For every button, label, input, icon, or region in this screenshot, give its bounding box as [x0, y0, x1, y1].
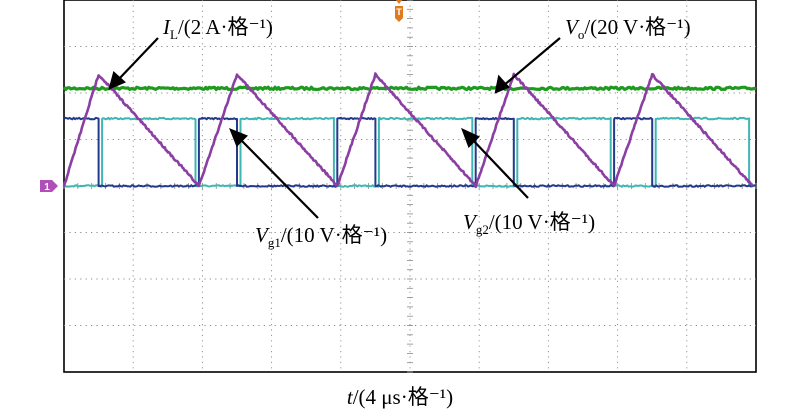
ground-label: 1	[44, 182, 50, 193]
trace-i-l	[62, 72, 754, 189]
trace-v-o	[62, 85, 757, 92]
trace-v-g2	[63, 116, 757, 188]
x-axis-label: t/(4 μs·格⁻¹)	[347, 385, 453, 409]
label-vg1: Vg1/(10 V·格⁻¹)	[255, 223, 387, 250]
series-labels: IL/(2 A·格⁻¹) Vo/(20 V·格⁻¹) Vg1/(10 V·格⁻¹…	[162, 15, 691, 250]
trigger-marker: T	[395, 0, 403, 22]
waveform-traces	[62, 72, 757, 189]
label-vg2: Vg2/(10 V·格⁻¹)	[463, 210, 595, 237]
trigger-label: T	[396, 7, 402, 17]
trace-v-g1	[63, 116, 757, 188]
annotation-arrows	[108, 37, 561, 219]
label-il: IL/(2 A·格⁻¹)	[162, 15, 273, 42]
label-vo: Vo/(20 V·格⁻¹)	[565, 15, 691, 42]
ground-marker: 1	[40, 180, 58, 193]
